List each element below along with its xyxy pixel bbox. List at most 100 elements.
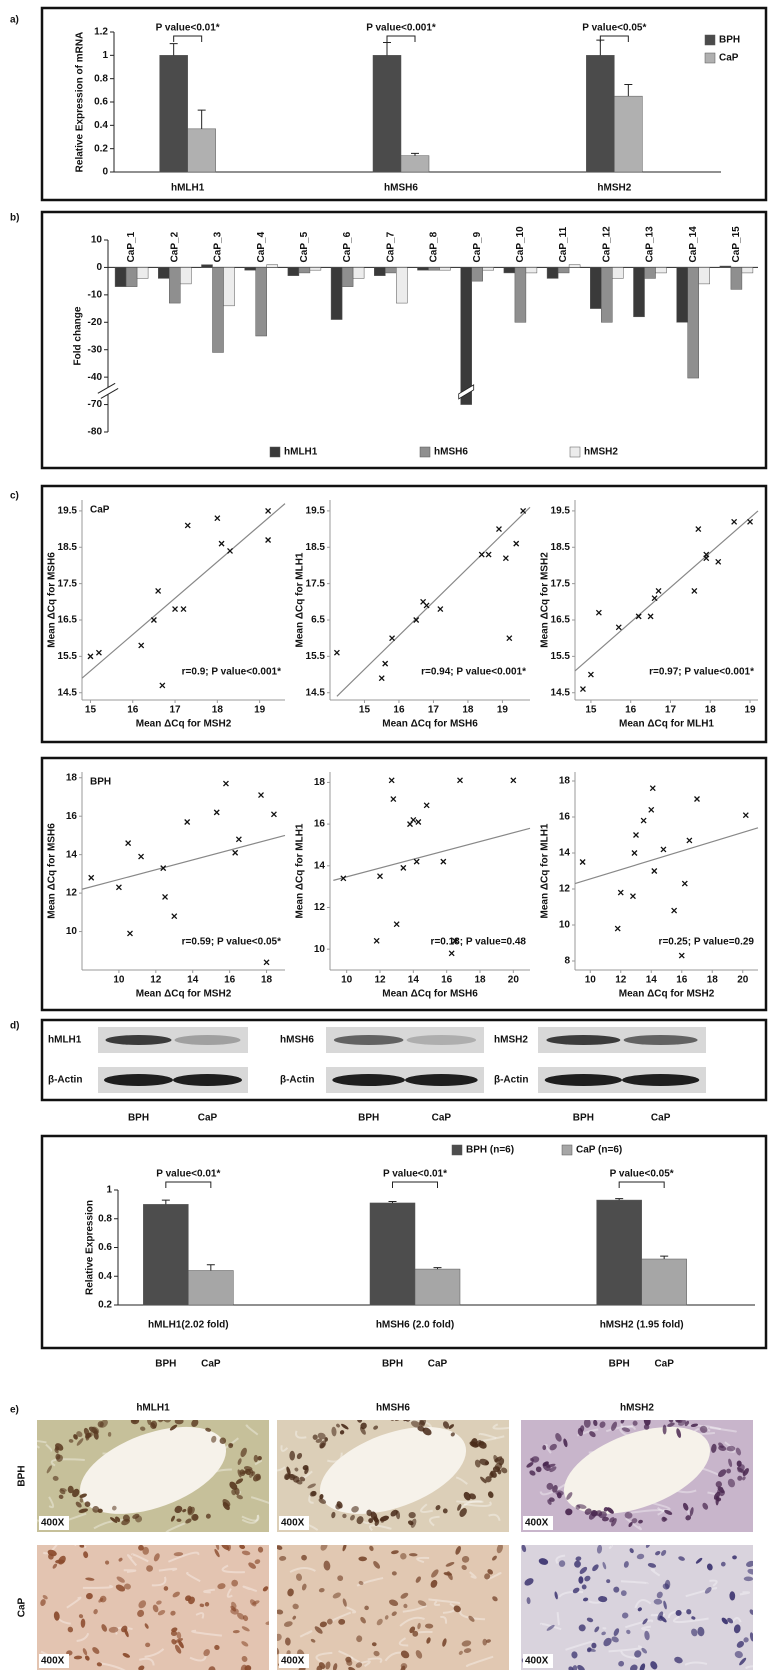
fiber: [402, 1604, 428, 1613]
nucleus: [743, 1637, 749, 1643]
nucleus: [546, 1463, 556, 1468]
x-tick-label: CaP_10: [515, 226, 526, 263]
fiber: [242, 1585, 258, 1593]
nucleus: [584, 1508, 592, 1515]
x-tick-label: 17: [665, 705, 677, 716]
x-axis-label: Mean ΔCq for MSH2: [136, 719, 232, 730]
bar: [614, 95, 643, 173]
point: [373, 937, 380, 944]
nucleus: [732, 1555, 737, 1560]
nucleus: [668, 1420, 674, 1423]
nucleus: [601, 1631, 606, 1636]
nucleus: [252, 1473, 261, 1482]
point: [747, 518, 754, 525]
nucleus: [150, 1420, 158, 1429]
y-tick-label: 15.5: [58, 651, 78, 662]
blot-band: [623, 1035, 698, 1045]
nucleus: [391, 1550, 399, 1555]
nucleus: [83, 1551, 89, 1559]
magnification-bg: [279, 1516, 309, 1530]
lane-label: CaP: [432, 1113, 452, 1124]
fiber: [224, 1437, 239, 1450]
fiber: [539, 1622, 562, 1631]
nucleus: [716, 1497, 722, 1502]
y-tick-label: 12: [66, 888, 78, 899]
point: [510, 777, 517, 784]
fit-line: [574, 827, 759, 885]
nucleus: [173, 1552, 184, 1557]
nucleus: [283, 1621, 293, 1627]
bar: [471, 267, 483, 282]
blot-label: hMSH6: [280, 1035, 314, 1046]
fiber: [131, 1553, 149, 1563]
nucleus: [157, 1610, 166, 1616]
fiber: [465, 1655, 494, 1667]
nucleus: [578, 1624, 586, 1632]
nucleus: [415, 1650, 423, 1659]
y-tick-label: 14.5: [58, 687, 78, 698]
y-tick-label: 19.5: [58, 506, 78, 517]
y-tick-label: 19.5: [551, 506, 571, 517]
y-tick-label: 0.6: [98, 1242, 112, 1253]
point: [400, 864, 407, 871]
nucleus: [376, 1618, 383, 1626]
nucleus: [68, 1439, 74, 1443]
nucleus: [59, 1489, 66, 1495]
point: [410, 816, 417, 823]
nucleus: [552, 1485, 558, 1493]
nucleus: [356, 1516, 364, 1525]
nucleus: [620, 1590, 627, 1597]
row-label: BPH: [17, 1465, 28, 1486]
point: [633, 832, 639, 838]
nucleus: [359, 1426, 366, 1435]
fit-line: [81, 834, 286, 890]
nucleus: [318, 1498, 327, 1504]
nucleus: [492, 1596, 498, 1602]
y-tick-label: 17.5: [306, 578, 326, 589]
nucleus: [320, 1545, 328, 1551]
nucleus: [468, 1493, 477, 1500]
micrograph: [521, 1420, 753, 1532]
nucleus: [325, 1661, 331, 1670]
nucleus: [232, 1630, 240, 1634]
point: [125, 840, 132, 847]
bar: [557, 267, 570, 274]
nucleus: [485, 1639, 491, 1643]
legend-swatch: [569, 446, 581, 458]
nucleus: [174, 1420, 184, 1425]
point: [393, 921, 400, 928]
nucleus: [67, 1485, 74, 1494]
nucleus: [289, 1450, 296, 1461]
nucleus: [170, 1610, 176, 1616]
lane-label: BPH: [358, 1113, 379, 1124]
bar: [201, 264, 213, 268]
point: [513, 540, 520, 547]
fiber: [48, 1496, 55, 1509]
fiber: [151, 1576, 167, 1587]
fiber: [469, 1571, 477, 1579]
fiber: [277, 1466, 286, 1472]
lane-label: CaP: [198, 1113, 218, 1124]
nucleus: [650, 1661, 658, 1670]
x-tick-label: CaP_14: [688, 226, 699, 263]
point: [715, 558, 722, 565]
y-axis-label: Mean ΔCq for MLH1: [295, 552, 306, 647]
nucleus: [662, 1424, 667, 1435]
point: [440, 858, 447, 865]
error-bar: [169, 43, 178, 56]
nucleus: [144, 1623, 149, 1629]
nucleus: [138, 1600, 147, 1609]
nucleus: [332, 1663, 338, 1670]
fiber: [539, 1481, 570, 1496]
nucleus: [574, 1560, 581, 1568]
y-tick-label: 0.2: [98, 1300, 112, 1311]
nucleus: [73, 1434, 78, 1440]
column-header: hMSH2: [620, 1403, 654, 1414]
nucleus: [697, 1626, 705, 1637]
bar: [352, 267, 365, 279]
nucleus: [348, 1666, 356, 1670]
fiber: [628, 1509, 664, 1516]
nucleus: [742, 1468, 749, 1477]
bar: [601, 267, 613, 323]
fiber: [250, 1496, 269, 1504]
